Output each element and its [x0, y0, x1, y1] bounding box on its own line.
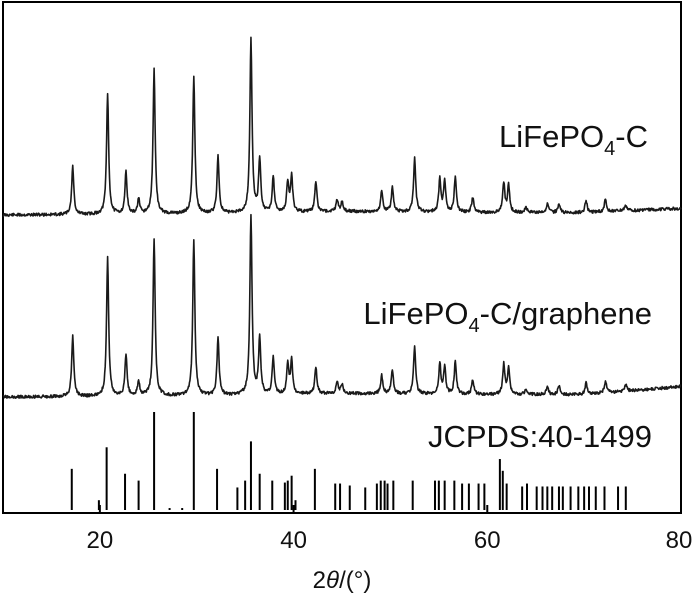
x-tick-label-60: 60 [474, 527, 501, 554]
plot-frame [2, 1, 682, 514]
reference-label: JCPDS:40-1499 [428, 419, 652, 454]
series-label-lifepo4-c: LiFePO4-C [499, 119, 648, 160]
x-axis-title: 2θ/(°) [313, 567, 372, 594]
reference-pattern [70, 412, 627, 510]
x-axis-ticks: 20 40 60 80 [87, 505, 693, 554]
series-line-0 [2, 36, 682, 218]
x-tick-label-40: 40 [280, 527, 307, 554]
series-line-1 [2, 213, 682, 399]
x-tick-label-80: 80 [666, 527, 693, 554]
series-label-lifepo4-c-graphene: LiFePO4-C/graphene [363, 296, 652, 337]
x-tick-label-20: 20 [87, 527, 114, 554]
diffraction-curves [2, 36, 682, 399]
